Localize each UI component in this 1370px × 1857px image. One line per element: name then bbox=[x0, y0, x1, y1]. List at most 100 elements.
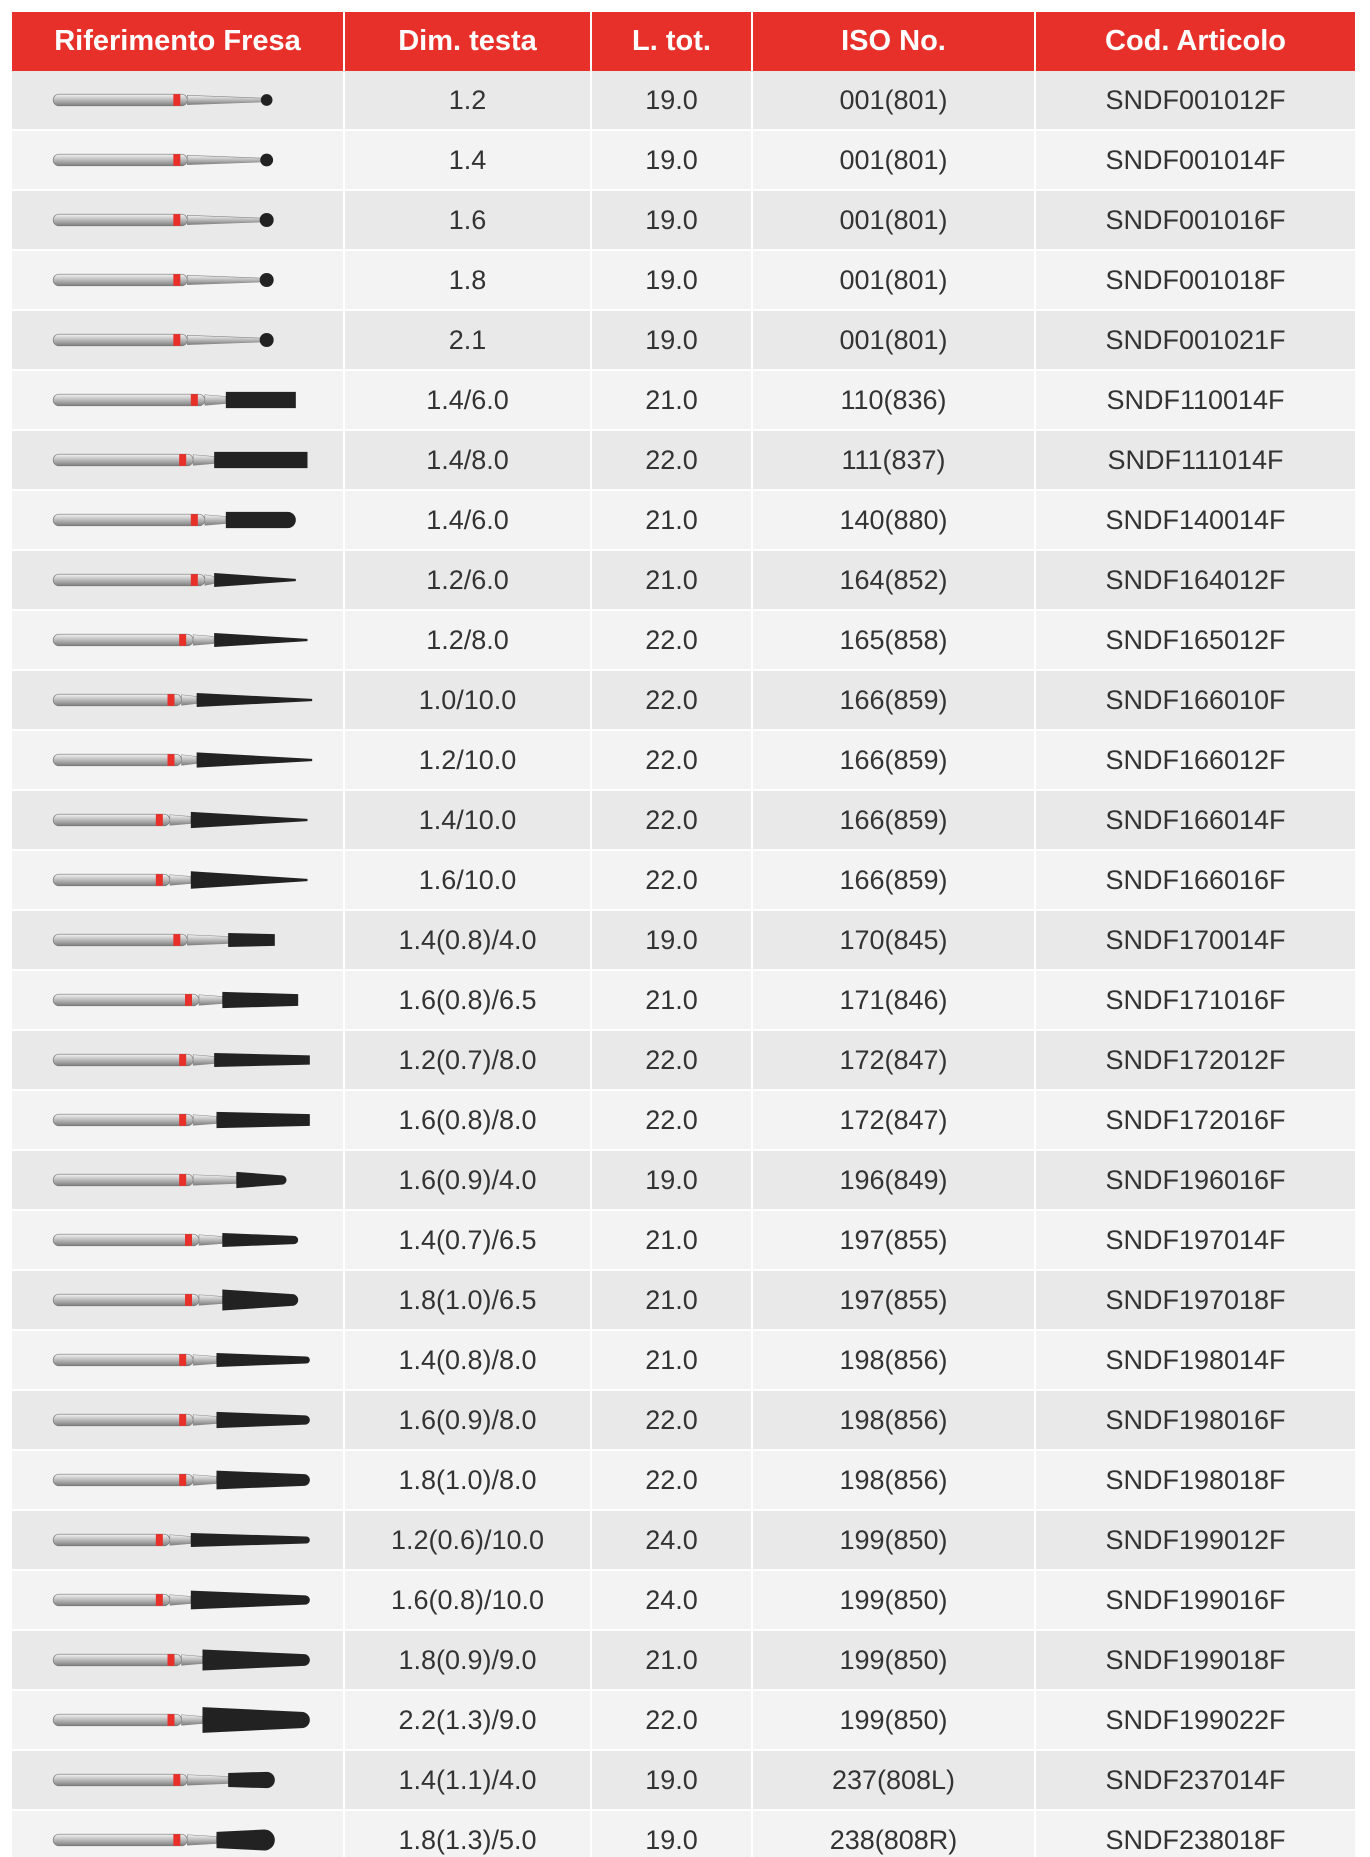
head-size: 1.2/6.0 bbox=[344, 550, 592, 611]
table-row: 1.2 19.0 001(801) SNDF001012F bbox=[12, 71, 1356, 131]
icon-cell bbox=[12, 790, 345, 851]
burr-icon bbox=[52, 451, 308, 469]
icon-cell bbox=[12, 1270, 345, 1331]
burr-icon bbox=[52, 573, 296, 587]
icon-cell bbox=[12, 1150, 345, 1211]
icon-cell bbox=[12, 1750, 345, 1811]
icon-cell bbox=[12, 130, 345, 191]
head-size: 1.0/10.0 bbox=[344, 670, 592, 731]
total-length: 21.0 bbox=[591, 970, 753, 1031]
burr-icon bbox=[52, 391, 296, 409]
head-size: 1.6(0.9)/8.0 bbox=[344, 1390, 592, 1451]
icon-cell bbox=[12, 670, 345, 731]
article-code: SNDF172016F bbox=[1035, 1090, 1356, 1151]
total-length: 21.0 bbox=[591, 1630, 753, 1691]
icon-cell bbox=[12, 1690, 345, 1751]
head-size: 1.6(0.8)/10.0 bbox=[344, 1570, 592, 1631]
burr-icon bbox=[52, 1353, 310, 1367]
article-code: SNDF198016F bbox=[1035, 1390, 1356, 1451]
table-row: 1.4(0.7)/6.5 21.0 197(855) SNDF197014F bbox=[12, 1210, 1356, 1271]
head-size: 1.4/10.0 bbox=[344, 790, 592, 851]
table-row: 1.4/10.0 22.0 166(859) SNDF166014F bbox=[12, 790, 1356, 851]
total-length: 21.0 bbox=[591, 370, 753, 431]
product-table-wrap: Riferimento Fresa Dim. testa L. tot. ISO… bbox=[12, 12, 1356, 1857]
burr-icon bbox=[52, 1111, 310, 1129]
table-row: 1.2(0.6)/10.0 24.0 199(850) SNDF199012F bbox=[12, 1510, 1356, 1571]
head-size: 1.8(1.0)/8.0 bbox=[344, 1450, 592, 1511]
table-row: 1.2/8.0 22.0 165(858) SNDF165012F bbox=[12, 610, 1356, 671]
icon-cell bbox=[12, 1450, 345, 1511]
article-code: SNDF111014F bbox=[1035, 430, 1356, 491]
head-size: 1.4(0.8)/4.0 bbox=[344, 910, 592, 971]
table-row: 1.6(0.8)/8.0 22.0 172(847) SNDF172016F bbox=[12, 1090, 1356, 1151]
icon-cell bbox=[12, 1810, 345, 1857]
iso-number: 001(801) bbox=[752, 310, 1036, 371]
total-length: 22.0 bbox=[591, 1390, 753, 1451]
iso-number: 111(837) bbox=[752, 430, 1036, 491]
iso-number: 164(852) bbox=[752, 550, 1036, 611]
icon-cell bbox=[12, 910, 345, 971]
head-size: 1.6(0.9)/4.0 bbox=[344, 1150, 592, 1211]
total-length: 19.0 bbox=[591, 1810, 753, 1857]
head-size: 1.8 bbox=[344, 250, 592, 311]
icon-cell bbox=[12, 1090, 345, 1151]
burr-icon bbox=[52, 1053, 310, 1067]
header-cell: Cod. Articolo bbox=[1035, 12, 1356, 71]
article-code: SNDF166010F bbox=[1035, 670, 1356, 731]
table-row: 1.4(1.1)/4.0 19.0 237(808L) SNDF237014F bbox=[12, 1750, 1356, 1811]
table-row: 1.6 19.0 001(801) SNDF001016F bbox=[12, 190, 1356, 251]
article-code: SNDF001012F bbox=[1035, 71, 1356, 131]
burr-icon bbox=[52, 511, 296, 529]
iso-number: 140(880) bbox=[752, 490, 1036, 551]
head-size: 1.2(0.6)/10.0 bbox=[344, 1510, 592, 1571]
total-length: 19.0 bbox=[591, 910, 753, 971]
head-size: 1.4/6.0 bbox=[344, 490, 592, 551]
table-row: 1.4 19.0 001(801) SNDF001014F bbox=[12, 130, 1356, 191]
iso-number: 172(847) bbox=[752, 1090, 1036, 1151]
head-size: 1.6(0.8)/6.5 bbox=[344, 970, 592, 1031]
icon-cell bbox=[12, 1210, 345, 1271]
article-code: SNDF110014F bbox=[1035, 370, 1356, 431]
table-row: 1.4/8.0 22.0 111(837) SNDF111014F bbox=[12, 430, 1356, 491]
burr-icon bbox=[52, 1411, 310, 1429]
total-length: 22.0 bbox=[591, 610, 753, 671]
burr-icon bbox=[52, 1470, 310, 1490]
total-length: 19.0 bbox=[591, 1750, 753, 1811]
iso-number: 237(808L) bbox=[752, 1750, 1036, 1811]
burr-icon bbox=[52, 213, 274, 227]
iso-number: 198(856) bbox=[752, 1330, 1036, 1391]
total-length: 21.0 bbox=[591, 1210, 753, 1271]
total-length: 22.0 bbox=[591, 730, 753, 791]
head-size: 1.4/6.0 bbox=[344, 370, 592, 431]
table-row: 1.8(1.0)/6.5 21.0 197(855) SNDF197018F bbox=[12, 1270, 1356, 1331]
article-code: SNDF001014F bbox=[1035, 130, 1356, 191]
article-code: SNDF166012F bbox=[1035, 730, 1356, 791]
icon-cell bbox=[12, 190, 345, 251]
total-length: 24.0 bbox=[591, 1570, 753, 1631]
burr-icon bbox=[52, 1829, 275, 1851]
article-code: SNDF196016F bbox=[1035, 1150, 1356, 1211]
article-code: SNDF199022F bbox=[1035, 1690, 1356, 1751]
burr-icon bbox=[52, 1233, 299, 1247]
head-size: 1.4/8.0 bbox=[344, 430, 592, 491]
head-size: 1.4(0.8)/8.0 bbox=[344, 1330, 592, 1391]
total-length: 22.0 bbox=[591, 430, 753, 491]
burr-icon bbox=[52, 811, 308, 829]
icon-cell bbox=[12, 490, 345, 551]
icon-cell bbox=[12, 1510, 345, 1571]
table-row: 1.4(0.8)/4.0 19.0 170(845) SNDF170014F bbox=[12, 910, 1356, 971]
burr-icon bbox=[52, 871, 308, 889]
total-length: 24.0 bbox=[591, 1510, 753, 1571]
article-code: SNDF172012F bbox=[1035, 1030, 1356, 1091]
article-code: SNDF001016F bbox=[1035, 190, 1356, 251]
burr-icon bbox=[52, 273, 274, 287]
icon-cell bbox=[12, 370, 345, 431]
table-row: 1.2/10.0 22.0 166(859) SNDF166012F bbox=[12, 730, 1356, 791]
icon-cell bbox=[12, 1390, 345, 1451]
head-size: 1.4(1.1)/4.0 bbox=[344, 1750, 592, 1811]
article-code: SNDF001018F bbox=[1035, 250, 1356, 311]
iso-number: 199(850) bbox=[752, 1630, 1036, 1691]
article-code: SNDF140014F bbox=[1035, 490, 1356, 551]
total-length: 19.0 bbox=[591, 310, 753, 371]
header-cell: L. tot. bbox=[591, 12, 753, 71]
